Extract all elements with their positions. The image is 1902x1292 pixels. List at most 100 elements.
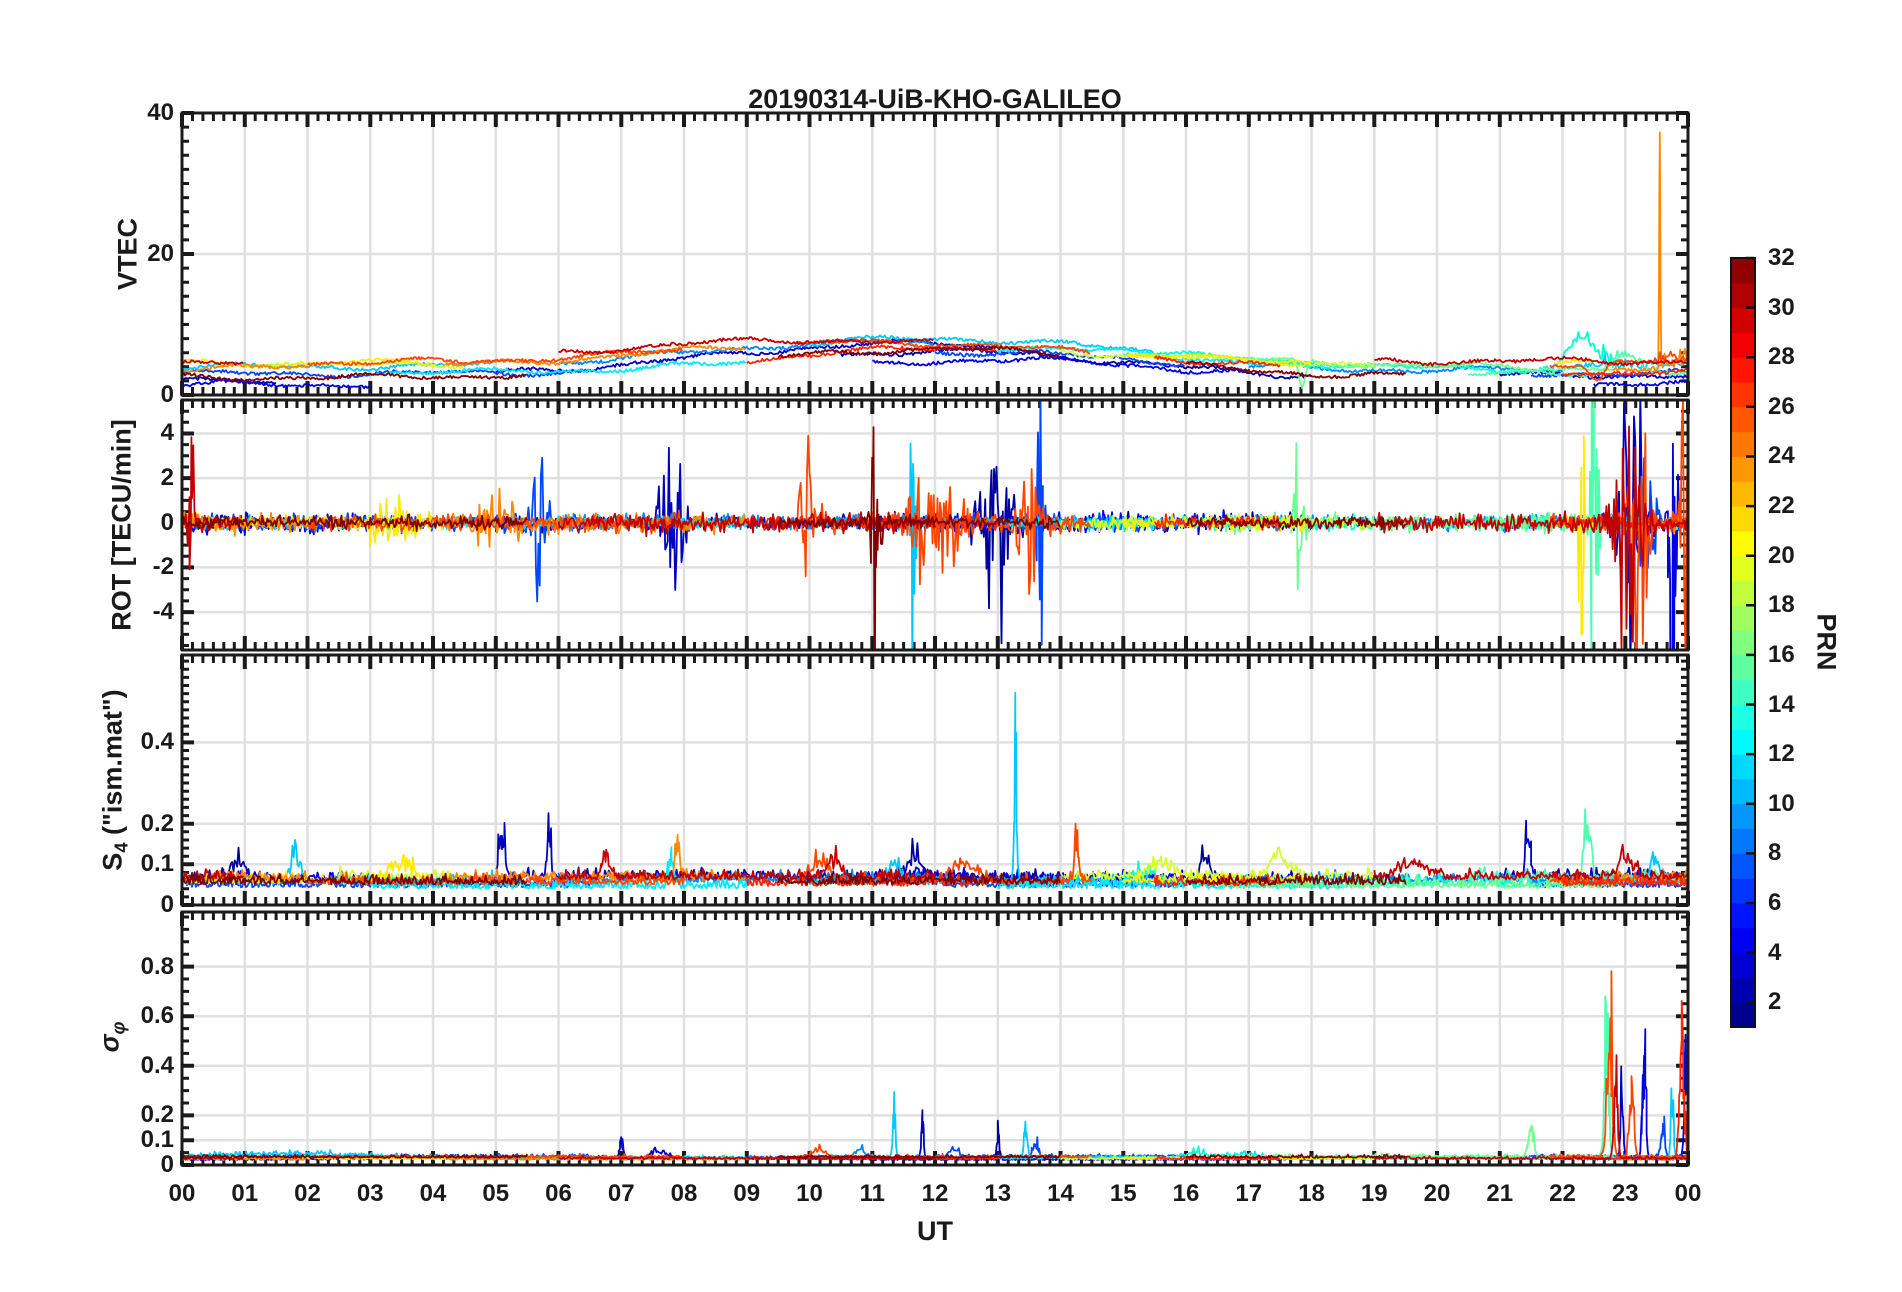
series-line-prn-30	[1373, 1054, 1688, 1161]
colorbar-tick-label: 18	[1768, 591, 1795, 619]
colorbar-band	[1731, 754, 1755, 780]
series-line-prn-32	[182, 371, 526, 383]
y-tick-label: 0.2	[140, 1101, 174, 1129]
series-line-prn-21	[1123, 353, 1313, 365]
colorbar-band	[1731, 580, 1755, 606]
y-tick-label: 2	[160, 464, 174, 492]
colorbar-tick-label: 32	[1768, 244, 1795, 271]
series-line-prn-27	[1561, 367, 1688, 377]
y-axis-label-vtec: VTEC	[112, 217, 143, 291]
y-tick-label: -4	[152, 598, 174, 626]
sigma-label-main: σ	[94, 1034, 125, 1053]
series-line-prn-32	[182, 1153, 528, 1159]
series-line-prn-27	[1153, 513, 1281, 531]
panel-border	[180, 398, 1690, 652]
x-tick-label: 16	[1172, 1180, 1200, 1207]
series-line-prn-32	[1185, 514, 1407, 531]
series-line-prn-32	[182, 513, 528, 533]
series-line-prn-7	[934, 349, 1185, 368]
colorbar-band	[1731, 530, 1755, 557]
colorbar-band	[1731, 456, 1755, 482]
s4-label-main: S	[97, 852, 128, 871]
x-tick-label: 01	[231, 1180, 259, 1207]
colorbar-band	[1731, 406, 1755, 433]
colorbar-tick-label: 20	[1768, 541, 1795, 569]
colorbar-band	[1731, 927, 1755, 954]
colorbar-band	[1731, 952, 1755, 978]
panel-border	[180, 653, 1690, 907]
series-line-prn-32	[1185, 360, 1406, 380]
colorbar-border	[1730, 257, 1756, 1028]
x-tick-label: 18	[1298, 1180, 1325, 1207]
x-tick-label: 05	[482, 1180, 510, 1207]
colorbar-band	[1731, 778, 1755, 805]
colorbar-band	[1731, 357, 1755, 383]
gridlines	[182, 655, 1688, 905]
x-tick-label: 20	[1423, 1180, 1451, 1207]
gridlines	[182, 113, 1688, 395]
colorbar-tick-label: 4	[1768, 938, 1782, 966]
series-line-prn-21	[1122, 1154, 1312, 1160]
x-axis-label: UT	[917, 1216, 953, 1246]
series-line-prn-4	[1593, 379, 1688, 388]
y-tick-label: 4	[160, 419, 174, 447]
x-tick-label: 15	[1109, 1180, 1137, 1207]
series-line-prn-24	[1612, 131, 1688, 373]
y-tick-label: 0.1	[140, 1126, 174, 1154]
y-tick-label: 20	[147, 240, 174, 267]
series-line-prn-12	[369, 360, 746, 377]
s4-label-rest: ("ism.mat")	[97, 689, 128, 843]
x-tick-label: 22	[1549, 1180, 1576, 1207]
series-line-prn-19	[338, 360, 464, 371]
y-tick-label: 0.8	[140, 952, 174, 980]
colorbar-band	[1731, 729, 1755, 755]
series-line-prn-30	[1373, 425, 1688, 650]
y-tick-label: 0	[160, 891, 174, 918]
x-tick-label: 13	[984, 1180, 1012, 1207]
series-line-prn-27	[1153, 355, 1281, 368]
colorbar-band	[1731, 853, 1755, 879]
x-tick-label: 00	[168, 1180, 196, 1207]
series-line-prn-24	[182, 511, 307, 537]
y-tick-label: 0.4	[140, 728, 174, 756]
colorbar-band	[1731, 704, 1755, 730]
series-line-prn-11	[809, 334, 1154, 354]
series-line-prn-24	[182, 362, 308, 373]
series-line-prn-32	[777, 869, 1061, 886]
colorbar-band	[1731, 481, 1755, 507]
colorbar-tick-label: 6	[1768, 888, 1782, 916]
series-line-prn-24	[444, 344, 746, 367]
x-tick-label: 11	[859, 1180, 885, 1207]
series-line-prn-16	[1217, 354, 1613, 389]
series-line-prn-4	[872, 354, 1248, 375]
series-line-prn-11	[809, 442, 1156, 650]
series-line-prn-32	[777, 426, 1061, 650]
series-line-prn-26	[306, 871, 685, 886]
series-line-prn-32	[182, 871, 528, 886]
series-line-prn-21	[1555, 358, 1594, 366]
y-tick-label: 0.1	[140, 850, 174, 878]
series-line-prn-26	[796, 434, 1093, 595]
series-line-prn-15	[1467, 995, 1688, 1160]
x-tick-label: 23	[1611, 1180, 1639, 1207]
series-line-prn-11	[809, 691, 1156, 886]
x-tick-label: 19	[1360, 1180, 1388, 1207]
series-line-prn-30	[558, 336, 934, 356]
panel-sigma_phi	[180, 910, 1690, 1167]
x-tick-label: 21	[1486, 1180, 1514, 1207]
colorbar-band	[1731, 977, 1755, 1003]
colorbar-band	[1731, 382, 1755, 408]
y-tick-label: 0.2	[140, 809, 174, 837]
series-line-prn-27	[1154, 1155, 1281, 1161]
x-tick-label: 06	[545, 1180, 572, 1207]
series-line-prn-30	[1373, 843, 1688, 881]
series-line-prn-30	[1374, 355, 1688, 367]
colorbar-band	[1731, 332, 1755, 358]
colorbar-band	[1731, 506, 1755, 532]
y-axis-label-s4: S4 ("ism.mat")	[97, 689, 132, 870]
panel-border	[180, 111, 1690, 397]
colorbar-band	[1731, 630, 1755, 656]
x-tick-label: 09	[733, 1180, 761, 1207]
x-tick-label: 12	[921, 1180, 949, 1207]
